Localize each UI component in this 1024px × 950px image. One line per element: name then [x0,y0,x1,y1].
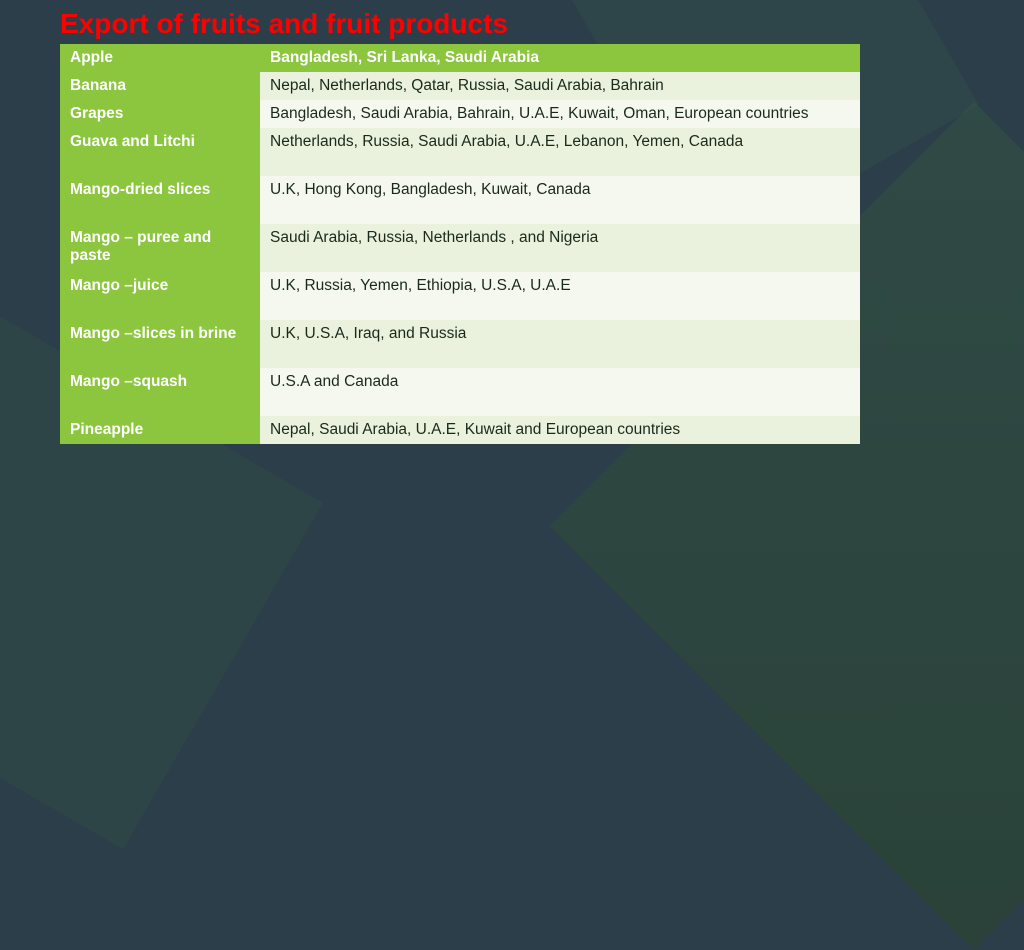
destination-cell: Bangladesh, Sri Lanka, Saudi Arabia [260,44,860,72]
slide-title: Export of fruits and fruit products [60,8,964,40]
slide-content: Export of fruits and fruit products Appl… [0,0,1024,444]
table-row: PineappleNepal, Saudi Arabia, U.A.E, Kuw… [60,416,860,444]
fruit-cell: Mango –juice [60,272,260,320]
destination-cell: U.K, Hong Kong, Bangladesh, Kuwait, Cana… [260,176,860,224]
destination-cell: Saudi Arabia, Russia, Netherlands , and … [260,224,860,272]
table-row: Guava and LitchiNetherlands, Russia, Sau… [60,128,860,176]
table-row: Mango-dried slicesU.K, Hong Kong, Bangla… [60,176,860,224]
fruit-cell: Pineapple [60,416,260,444]
table-row: GrapesBangladesh, Saudi Arabia, Bahrain,… [60,100,860,128]
table-row: Mango – puree and pasteSaudi Arabia, Rus… [60,224,860,272]
fruit-cell: Banana [60,72,260,100]
fruit-cell: Mango –slices in brine [60,320,260,368]
export-table: AppleBangladesh, Sri Lanka, Saudi Arabia… [60,44,860,444]
table-row: Mango –squashU.S.A and Canada [60,368,860,416]
table-row: BananaNepal, Netherlands, Qatar, Russia,… [60,72,860,100]
table-row: Mango –slices in brineU.K, U.S.A, Iraq, … [60,320,860,368]
fruit-cell: Grapes [60,100,260,128]
fruit-cell: Mango – puree and paste [60,224,260,272]
fruit-cell: Mango –squash [60,368,260,416]
table-row: Mango –juiceU.K, Russia, Yemen, Ethiopia… [60,272,860,320]
destination-cell: Nepal, Netherlands, Qatar, Russia, Saudi… [260,72,860,100]
fruit-cell: Apple [60,44,260,72]
destination-cell: Bangladesh, Saudi Arabia, Bahrain, U.A.E… [260,100,860,128]
destination-cell: U.K, U.S.A, Iraq, and Russia [260,320,860,368]
destination-cell: U.S.A and Canada [260,368,860,416]
table-row: AppleBangladesh, Sri Lanka, Saudi Arabia [60,44,860,72]
destination-cell: U.K, Russia, Yemen, Ethiopia, U.S.A, U.A… [260,272,860,320]
fruit-cell: Mango-dried slices [60,176,260,224]
fruit-cell: Guava and Litchi [60,128,260,176]
destination-cell: Nepal, Saudi Arabia, U.A.E, Kuwait and E… [260,416,860,444]
destination-cell: Netherlands, Russia, Saudi Arabia, U.A.E… [260,128,860,176]
